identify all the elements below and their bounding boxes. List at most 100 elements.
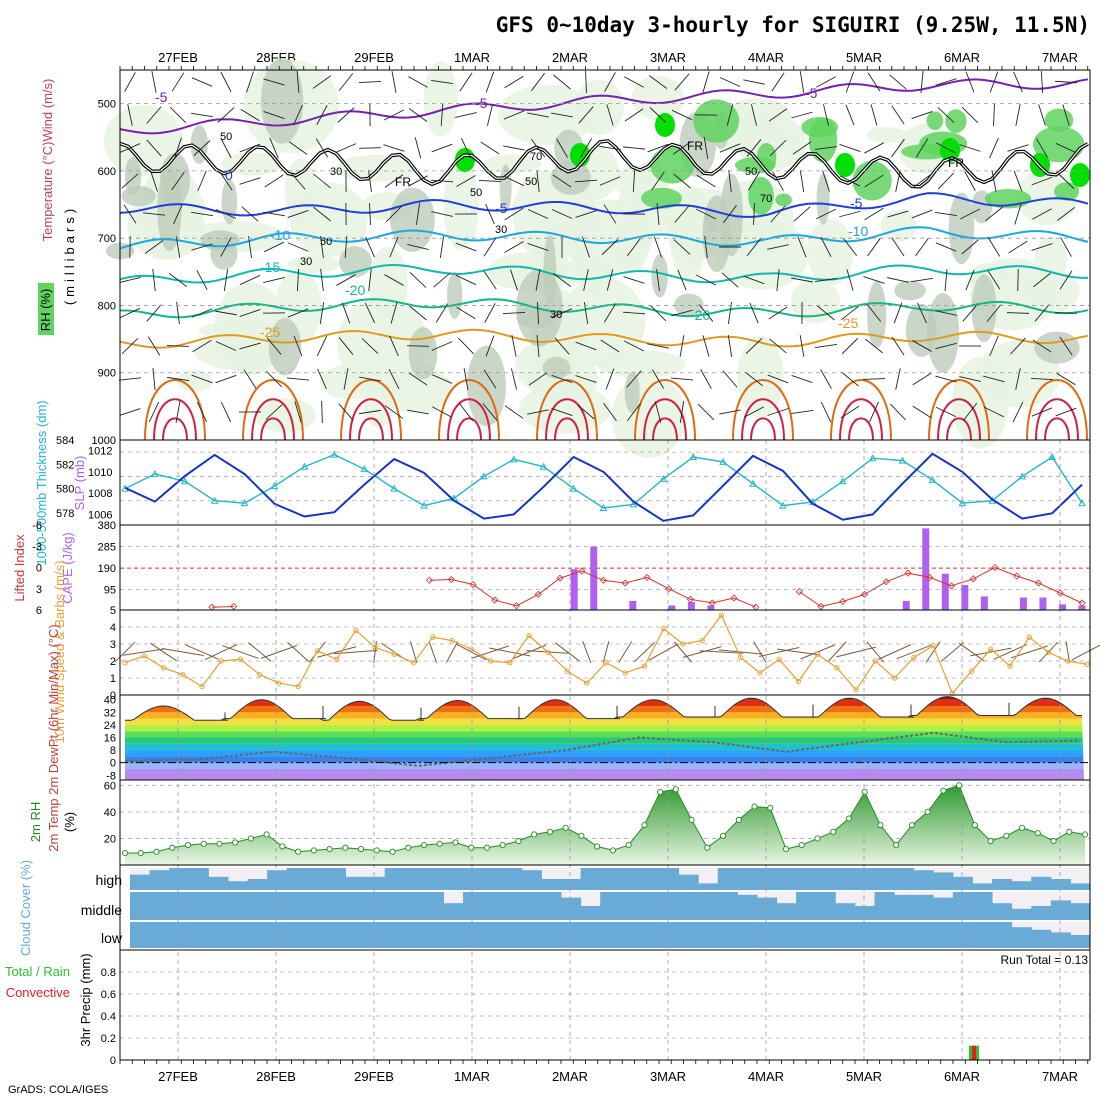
thickness-point: [1018, 472, 1027, 480]
wind-barb-10m: [970, 647, 1012, 657]
wind-barb: [845, 104, 855, 126]
day-label-bottom: 5MAR: [846, 1069, 882, 1084]
isotherm-label: -25: [260, 324, 280, 340]
wind-barb: [359, 376, 381, 382]
isotherm-label: -5: [155, 89, 168, 105]
isotherm-label: -10: [270, 227, 290, 243]
day-label-bottom: 3MAR: [650, 1069, 686, 1084]
wind-barb: [964, 171, 976, 191]
wind-barb: [458, 337, 474, 355]
wind-barb: [458, 402, 474, 422]
wind-barb: [504, 75, 524, 89]
diurnal-isotherm: [1044, 417, 1070, 441]
cloud-cover-cell: [227, 892, 249, 920]
wind-barb: [223, 269, 229, 291]
cloud-cover-cell: [639, 892, 660, 920]
rh-point: [546, 828, 553, 835]
thickness-tick: 582: [56, 459, 74, 471]
cloud-cover-cell: [521, 870, 542, 890]
wind-speed-tick: 4: [110, 622, 116, 634]
wind-barb: [215, 341, 237, 351]
lifted-index-point: [447, 575, 455, 584]
cape-bar: [1019, 597, 1027, 610]
wind-barb: [220, 401, 232, 423]
temp-tick: 40: [104, 695, 116, 707]
cloud-cover-cell: [854, 868, 875, 890]
wind-speed-point: [353, 627, 359, 634]
temp-tick: 8: [110, 745, 116, 757]
wind-barb: [1054, 312, 1078, 314]
wind-barb: [603, 204, 617, 224]
cloud-cover-cell: [325, 922, 347, 948]
wind-barb: [703, 137, 709, 159]
cape-tick: 190: [98, 563, 116, 575]
panel-frame-thickness-slp: [119, 439, 1091, 526]
wind-barb: [649, 107, 667, 123]
wind-barb: [1033, 272, 1051, 288]
wind-barb: [119, 408, 141, 416]
wind-barb: [391, 71, 397, 93]
wind-barb-10m: [618, 641, 633, 663]
cloud-cover-cell: [188, 922, 209, 948]
rh-shade-mid: [268, 318, 302, 376]
wind-speed-point: [699, 637, 705, 644]
wind-barb: [912, 405, 932, 419]
isotherm-line: [119, 226, 1089, 250]
cloud-cover-cell: [404, 892, 425, 920]
temp-color-band: [125, 743, 1084, 751]
lifted-index-point: [643, 573, 651, 581]
wind-barb: [503, 110, 525, 120]
rh-point: [247, 835, 254, 842]
cape-bar: [687, 602, 695, 610]
cloud-cover-cell: [384, 892, 405, 920]
day-label-top: 2MAR: [552, 50, 588, 65]
wind-speed-point: [584, 680, 590, 686]
wind-barb: [767, 374, 789, 384]
wind-barb-10m: [682, 646, 722, 658]
cloud-cover-cell: [580, 922, 601, 948]
slp-tick: 1012: [88, 446, 112, 458]
rh-tick: 60: [104, 780, 116, 792]
wind-barb: [656, 203, 660, 225]
cloud-cover-cell: [658, 868, 680, 890]
wind-speed-line: [124, 613, 1088, 695]
cloud-cover-cell: [149, 922, 170, 948]
wind-barb: [623, 146, 645, 150]
wind-barb: [605, 368, 615, 390]
temp-color-band: [125, 712, 1084, 719]
wind-barb: [746, 139, 762, 157]
cloud-cover-cell: [130, 874, 151, 890]
wind-barb: [389, 236, 399, 258]
rh-point: [310, 847, 317, 854]
wind-barb: [486, 104, 494, 126]
pressure-tick: 900: [98, 368, 116, 380]
cloud-cover-cell: [423, 922, 444, 948]
wind-barb-10m: [896, 644, 932, 660]
day-label-top: 3MAR: [650, 50, 686, 65]
diurnal-isotherm: [242, 379, 304, 441]
rh-area: [125, 785, 1085, 865]
cloud-cover-cell: [894, 868, 915, 890]
rh-point: [420, 842, 428, 849]
cloud-cover-cell: [345, 892, 366, 920]
precip-tick: 0.2: [101, 1033, 116, 1045]
rh-contour-label: 70: [530, 151, 542, 163]
cloud-cover-cell: [247, 922, 268, 948]
wind-barb: [1054, 80, 1078, 84]
rh-shade-light: [254, 397, 316, 433]
wind-speed-point: [545, 649, 551, 656]
thickness-point: [210, 496, 219, 504]
wind-barb: [478, 179, 502, 183]
cloud-cover-cell: [678, 892, 699, 920]
wind-barb: [344, 235, 348, 259]
wind-barb: [296, 71, 300, 93]
rh-point: [798, 842, 805, 849]
rh-shade-light: [484, 154, 542, 173]
wind-barb: [864, 207, 884, 221]
wind-barb: [191, 374, 213, 384]
rh-shade-green: [641, 187, 683, 209]
rh-shade-green: [756, 143, 777, 173]
rh-shade-bright: [835, 153, 855, 177]
cloud-cover-cell: [717, 868, 738, 890]
cloud-cover-cell: [521, 892, 542, 920]
